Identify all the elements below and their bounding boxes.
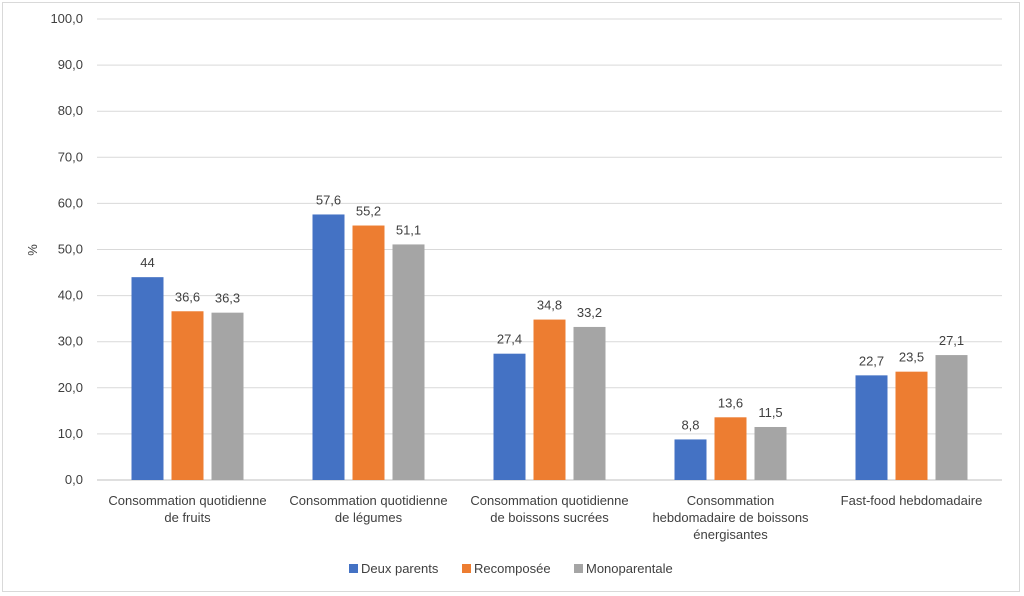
y-tick-label: 70,0 (58, 149, 83, 164)
data-label: 36,3 (215, 291, 240, 306)
data-label: 33,2 (577, 305, 602, 320)
y-tick-label: 50,0 (58, 242, 83, 257)
data-label: 23,5 (899, 350, 924, 365)
category-label: Fast-food hebdomadaire (841, 493, 983, 508)
category-label: de légumes (335, 510, 403, 525)
y-tick-label: 100,0 (50, 11, 83, 26)
y-tick-label: 10,0 (58, 426, 83, 441)
data-label: 34,8 (537, 298, 562, 313)
data-label: 27,1 (939, 333, 964, 348)
legend-swatch (462, 564, 471, 573)
legend: Deux parents Recomposée Monoparentale (349, 561, 673, 576)
y-tick-label: 80,0 (58, 103, 83, 118)
y-tick-label: 60,0 (58, 195, 83, 210)
category-label: hebdomadaire de boissons (652, 510, 809, 525)
bar (855, 375, 888, 480)
data-label: 8,8 (681, 417, 699, 432)
y-tick-label: 90,0 (58, 57, 83, 72)
data-label: 44 (140, 255, 154, 270)
category-label: Consommation (687, 493, 774, 508)
legend-label: Monoparentale (586, 561, 673, 576)
y-tick-label: 20,0 (58, 380, 83, 395)
legend-swatch (349, 564, 358, 573)
legend-label: Deux parents (361, 561, 439, 576)
data-label: 36,6 (175, 289, 200, 304)
bar (493, 353, 526, 480)
legend-label: Recomposée (474, 561, 551, 576)
bar (754, 426, 787, 480)
bar (573, 326, 606, 480)
bar (131, 277, 164, 480)
category-labels: Consommation quotidienne de fruits Consomm… (108, 493, 982, 542)
bar (674, 439, 707, 480)
gridlines (97, 18, 1002, 481)
legend-swatch (574, 564, 583, 573)
category-label: Consommation quotidienne (108, 493, 266, 508)
y-tick-label: 0,0 (65, 472, 83, 487)
category-label: de boissons sucrées (490, 510, 609, 525)
category-label: Consommation quotidienne (289, 493, 447, 508)
data-label: 55,2 (356, 204, 381, 219)
data-label: 11,5 (758, 405, 782, 420)
bar (392, 244, 425, 480)
bar (211, 312, 244, 480)
data-label: 51,1 (396, 222, 421, 237)
bars (131, 214, 968, 481)
data-label: 13,6 (718, 395, 743, 410)
bar (171, 311, 204, 480)
category-label: énergisantes (693, 527, 768, 542)
y-tick-label: 30,0 (58, 334, 83, 349)
bar (714, 417, 747, 480)
data-labels: 44 36,6 36,3 57,6 55,2 51,1 27,4 34,8 33,2 8,8 13,… (140, 192, 964, 432)
data-label: 22,7 (859, 353, 884, 368)
data-label: 27,4 (497, 332, 522, 347)
y-axis-label: % (25, 244, 40, 256)
category-label: Consommation quotidienne (470, 493, 628, 508)
category-label: de fruits (164, 510, 211, 525)
data-label: 57,6 (316, 192, 341, 207)
y-axis-ticks: 0,0 10,0 20,0 30,0 40,0 50,0 60,0 70,0 80,0 90,0 1… (50, 11, 83, 487)
bar (352, 225, 385, 480)
bar (895, 371, 928, 480)
bar (533, 319, 566, 480)
bar (935, 355, 968, 480)
y-tick-label: 40,0 (58, 288, 83, 303)
bar (312, 214, 345, 481)
